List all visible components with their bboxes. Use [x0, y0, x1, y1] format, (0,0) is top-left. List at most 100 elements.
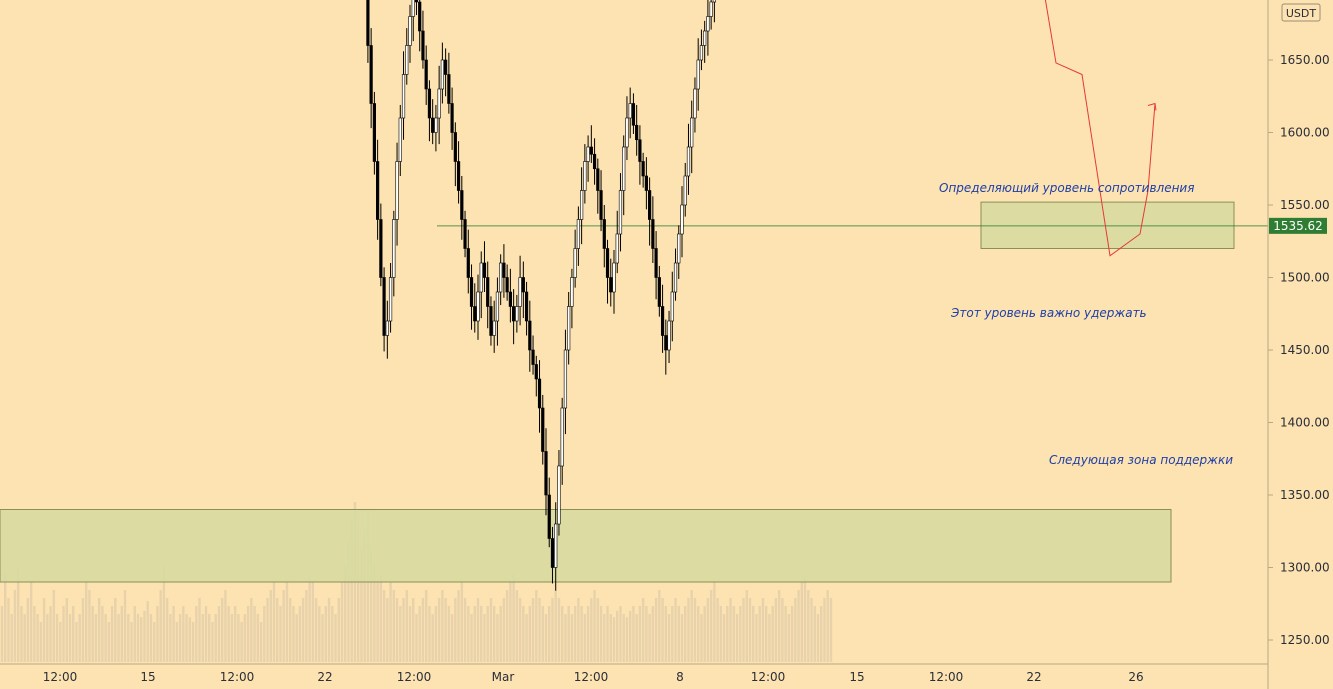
- volume-bar: [276, 598, 279, 662]
- candle-body: [638, 139, 642, 162]
- volume-bar: [418, 606, 421, 662]
- volume-bar: [492, 606, 496, 662]
- volume-bar: [386, 598, 389, 662]
- x-tick-labels: 12:00 15 12:00 22 12:00 Mar 12:00 8 12:00 15 12:00…: [43, 670, 1144, 684]
- volume-bar: [282, 590, 285, 662]
- candle-body: [463, 219, 467, 249]
- volume-bar: [114, 598, 117, 662]
- volume-bar: [305, 590, 308, 662]
- volume-bar: [687, 598, 690, 662]
- volume-bar: [7, 598, 10, 662]
- y-tick-label: 1500.00: [1280, 271, 1330, 285]
- volume-bar: [606, 606, 609, 662]
- volume-bar: [36, 614, 39, 662]
- x-tick-label: 15: [849, 670, 864, 684]
- volume-bar: [321, 614, 324, 662]
- volume-bar: [201, 614, 204, 662]
- volume-bar: [628, 610, 632, 662]
- volume-bar: [696, 606, 700, 662]
- volume-bar: [457, 590, 460, 662]
- volume-bar: [266, 598, 269, 662]
- volume-bar: [136, 614, 140, 662]
- volume-bar: [619, 606, 622, 662]
- candle-body: [631, 103, 636, 126]
- volume-bar: [651, 606, 655, 662]
- volume-bar: [648, 614, 651, 662]
- volume-bar: [716, 598, 719, 662]
- candle-body: [460, 190, 464, 220]
- volume-bar: [554, 590, 557, 662]
- volume-bar: [742, 598, 745, 662]
- volume-bar: [405, 590, 408, 662]
- volume-bar: [489, 598, 493, 662]
- volume-bar: [237, 614, 240, 662]
- candle-body: [495, 291, 500, 322]
- candle-body: [667, 320, 671, 351]
- candle-body: [431, 117, 435, 133]
- volume-bar: [467, 606, 470, 662]
- volume-bar: [726, 606, 729, 662]
- candle-body: [560, 407, 564, 467]
- price-axis[interactable]: 1250.00 1300.00 1350.00 1400.00 1450.00 1500.…: [1267, 0, 1333, 689]
- volume-bar: [596, 598, 600, 662]
- candle-body: [447, 74, 451, 104]
- volume-bar: [156, 606, 159, 662]
- volume-bar: [810, 598, 813, 662]
- volume-bar: [120, 606, 124, 662]
- y-tick-label: 1650.00: [1280, 53, 1330, 67]
- candle-body: [570, 277, 574, 307]
- volume-bar: [784, 606, 787, 662]
- volume-bar: [230, 614, 234, 662]
- x-tick-label: 12:00: [574, 670, 609, 684]
- candle-body: [537, 378, 542, 409]
- volume-bar: [84, 582, 88, 662]
- volume-bar: [777, 590, 781, 662]
- volume-bar: [4, 574, 7, 662]
- volume-bar: [16, 566, 20, 662]
- volume-bar: [253, 606, 256, 662]
- volume-bar: [820, 606, 823, 662]
- volume-bar: [220, 598, 224, 662]
- volume-bar: [764, 606, 768, 662]
- volume-bar: [288, 598, 292, 662]
- volume-bar: [269, 590, 272, 662]
- volume-bar: [91, 606, 94, 662]
- volume-bar: [366, 510, 370, 662]
- x-tick-label: 8: [676, 670, 684, 684]
- volume-bar: [369, 550, 373, 662]
- candle-body: [567, 306, 571, 351]
- volume-bar: [538, 598, 541, 662]
- candle-body: [612, 262, 616, 293]
- volume-bar: [182, 606, 185, 662]
- volume-bar: [444, 598, 447, 662]
- annotation-next-support: Следующая зона поддержки: [1049, 453, 1233, 467]
- volume-bar: [46, 614, 49, 662]
- volume-bar: [20, 606, 23, 662]
- candle-body: [486, 277, 490, 307]
- candle-body: [709, 1, 713, 17]
- candle-body: [476, 291, 480, 322]
- candle-body: [473, 306, 477, 322]
- candle-body: [554, 523, 558, 568]
- volume-bar: [641, 598, 645, 662]
- volume-bar: [739, 606, 742, 662]
- candle-body: [618, 190, 623, 235]
- volume-bar: [823, 598, 826, 662]
- time-axis[interactable]: 12:00 15 12:00 22 12:00 Mar 12:00 8 12:00 15 12:00…: [0, 663, 1268, 684]
- candle-body: [589, 146, 593, 155]
- volume-bar: [334, 614, 337, 662]
- volume-bar: [279, 606, 282, 662]
- volume-bar: [424, 590, 428, 662]
- volume-bar: [314, 598, 318, 662]
- volume-bar: [803, 574, 807, 662]
- volume-bar: [10, 614, 13, 662]
- currency-box[interactable]: [1281, 3, 1321, 22]
- volume-bar: [661, 598, 664, 662]
- volume-bar: [295, 614, 298, 662]
- volume-bar: [573, 606, 577, 662]
- candle-body: [421, 30, 425, 61]
- volume-bar: [130, 622, 133, 662]
- volume-bar: [75, 622, 78, 662]
- candle-body: [427, 88, 432, 119]
